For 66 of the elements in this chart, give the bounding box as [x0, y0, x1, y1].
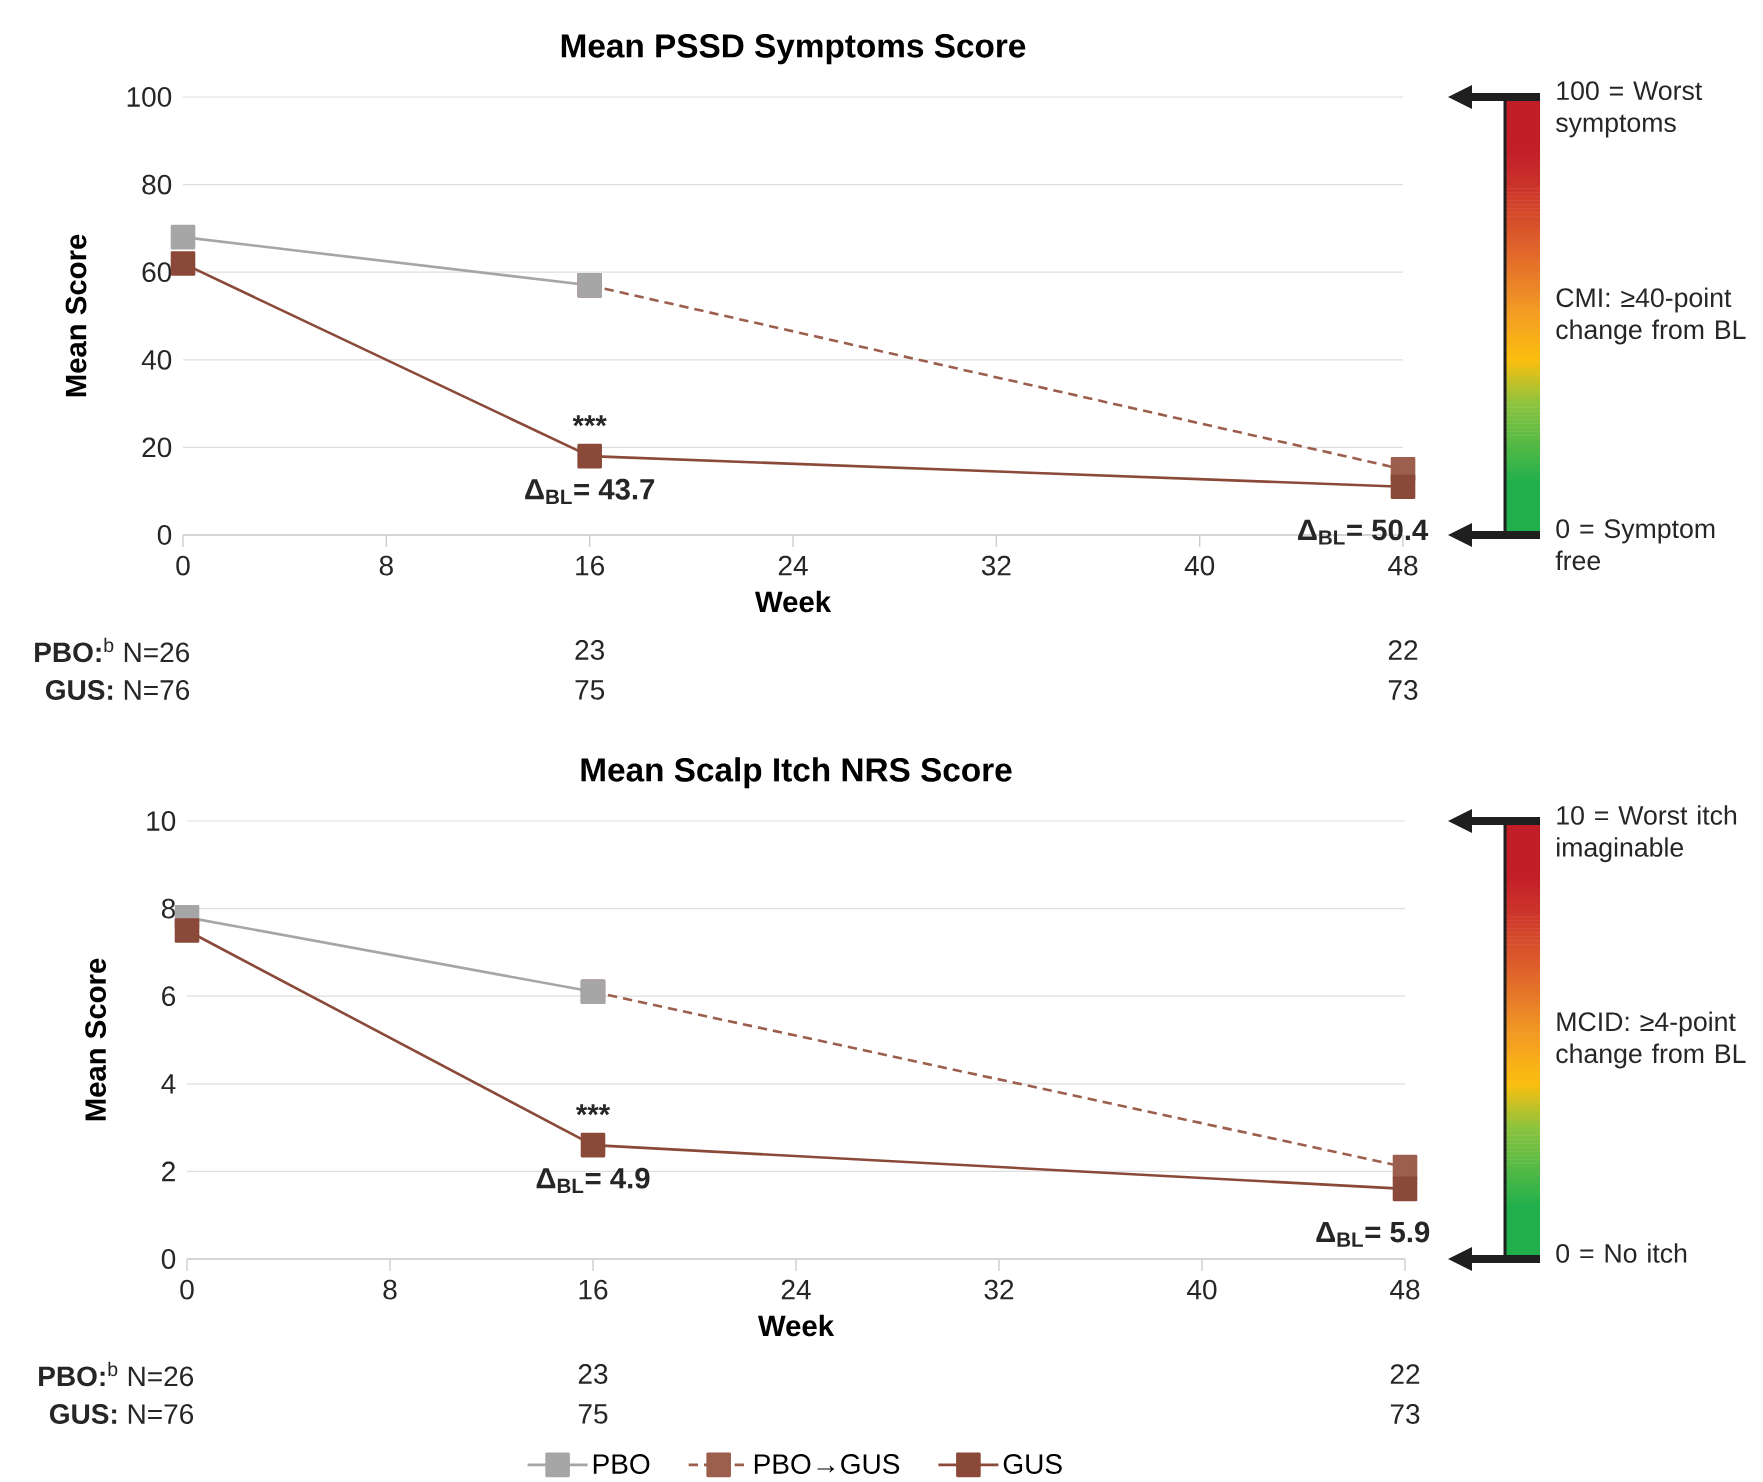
y-tick-label: 80: [142, 174, 172, 195]
annotation: ***: [572, 415, 607, 427]
y-tick-label: 40: [141, 349, 172, 370]
text: GUS: N=76: [49, 1404, 194, 1424]
text: 0 = No itch: [1556, 1243, 1687, 1263]
x-tick-label: 16: [576, 555, 605, 576]
y-axis-title: Mean Score: [85, 958, 106, 1121]
chart-title: Mean Scalp Itch NRS Score: [581, 757, 1012, 789]
y-tick-label: 8: [161, 898, 176, 919]
x-tick-label: 0: [176, 555, 190, 576]
text: 75: [575, 680, 605, 700]
legend-label: PBO→GUS: [754, 1454, 900, 1474]
point: [577, 443, 602, 469]
annotation: Δ$_{BL}$= 4.9: [536, 1167, 650, 1193]
x-tick-label: 48: [1388, 555, 1418, 576]
text: PBO:$^{b}$ N=26: [39, 1361, 194, 1387]
y-tick-label: 10: [147, 811, 176, 831]
text: 73: [1388, 680, 1418, 700]
x-tick-label: 24: [781, 1279, 811, 1300]
y-tick-label: 100: [127, 87, 172, 107]
text: 23: [578, 1364, 608, 1384]
text: GUS: N=76: [45, 680, 190, 700]
y-axis-title: Mean Score: [65, 234, 87, 397]
x-tick-label: 40: [1184, 555, 1215, 576]
y-tick-label: 4: [161, 1074, 176, 1094]
point: [1392, 1176, 1418, 1202]
x-tick-label: 16: [579, 1279, 608, 1300]
x-tick-label: 40: [1187, 1279, 1217, 1300]
x-axis-title: Week: [754, 590, 832, 613]
x-axis-title: Week: [757, 1314, 835, 1337]
text: 0 = Symptom free: [1555, 519, 1715, 571]
x-tick-label: 8: [383, 1279, 397, 1300]
chart-title: Mean PSSD Symptoms Score: [561, 34, 1026, 65]
y-tick-label: 60: [142, 262, 172, 283]
text: 22: [1388, 640, 1418, 660]
text: 100 = Worst symptoms: [1556, 81, 1703, 138]
x-tick-label: 8: [379, 555, 393, 576]
text: 22: [1390, 1364, 1420, 1384]
point: [174, 918, 200, 943]
legend-label: GUS: [1003, 1454, 1062, 1474]
y-tick-label: 0: [157, 525, 172, 545]
text: 23: [575, 640, 605, 660]
y-tick-label: 20: [142, 437, 172, 458]
point: [170, 251, 196, 276]
x-tick-label: 32: [984, 1279, 1014, 1300]
text: PBO:$^{b}$ N=26: [35, 637, 190, 663]
y-tick-label: 6: [162, 986, 176, 1007]
annotation: Δ$_{BL}$= 43.7: [525, 478, 655, 504]
text: 73: [1390, 1404, 1420, 1424]
text: CMI: ≥40-point change from BL: [1556, 287, 1746, 345]
legend-label: PBO: [593, 1454, 650, 1474]
y-tick-label: 0: [161, 1249, 176, 1269]
x-tick-label: 32: [981, 555, 1011, 576]
y-tick-label: 2: [162, 1161, 175, 1182]
annotation: Δ$_{BL}$= 50.4: [1298, 519, 1429, 545]
x-tick-label: 0: [180, 1279, 194, 1300]
annotation: Δ$_{BL}$= 5.9: [1316, 1221, 1430, 1247]
point: [1390, 474, 1416, 500]
text: 75: [578, 1404, 608, 1424]
point: [170, 224, 196, 250]
annotation: ***: [575, 1104, 611, 1116]
x-tick-label: 48: [1390, 1279, 1420, 1300]
x-tick-label: 24: [778, 555, 808, 576]
text: 10 = Worst itch imaginable: [1557, 805, 1737, 863]
text: MCID: ≥4-point change from BL: [1556, 1011, 1746, 1069]
point: [580, 1132, 606, 1158]
